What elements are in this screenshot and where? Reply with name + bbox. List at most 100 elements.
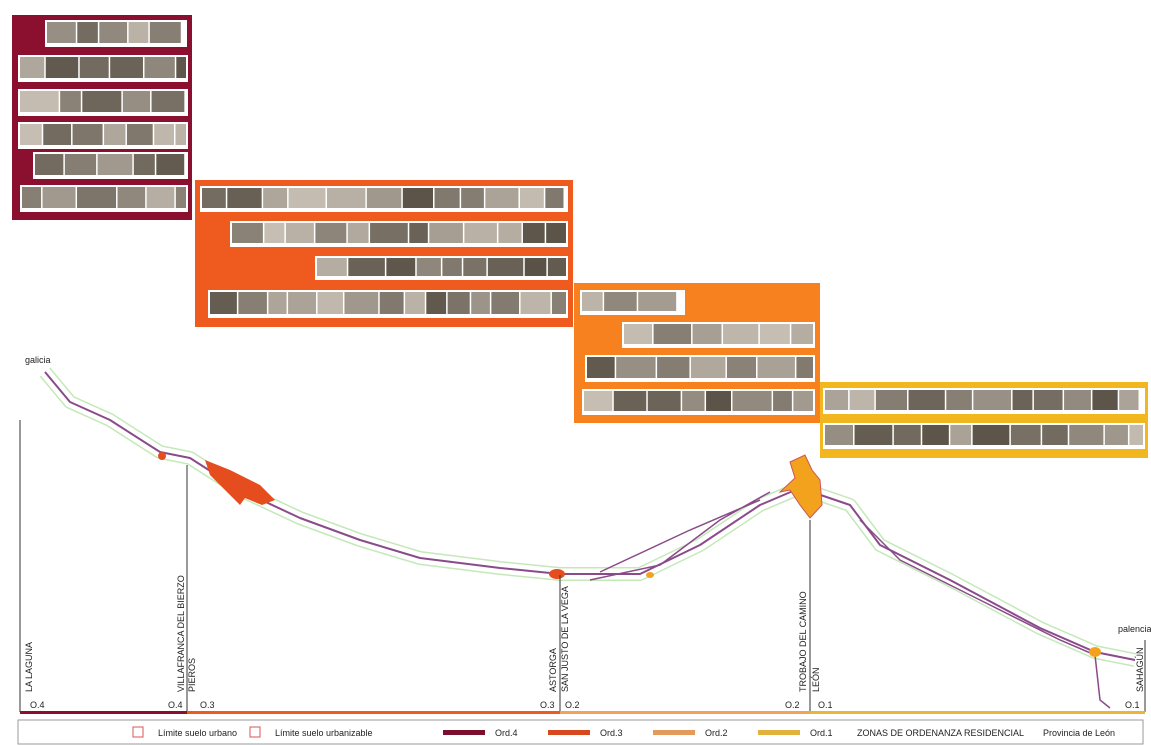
photo [471, 292, 490, 314]
photo [525, 258, 547, 276]
photo [435, 188, 460, 208]
photo [47, 22, 76, 43]
photo [587, 357, 615, 378]
photo [491, 292, 519, 314]
photo [1069, 425, 1103, 445]
photo [682, 391, 704, 411]
zone-label: O.2 [565, 700, 580, 710]
photo [520, 188, 544, 208]
photo [1119, 390, 1138, 410]
photo [20, 57, 44, 78]
zone-band [20, 711, 187, 714]
photo [154, 124, 174, 145]
photo [110, 57, 143, 78]
photo [46, 57, 78, 78]
photo [429, 223, 463, 243]
photo [624, 324, 652, 344]
photo [118, 187, 146, 208]
photo [73, 124, 103, 145]
photo [386, 258, 415, 276]
town-label: LEÓN [811, 667, 821, 692]
photo [793, 391, 813, 411]
photo [825, 390, 848, 410]
photo [498, 223, 521, 243]
legend-label: Límite suelo urbanizable [275, 728, 373, 738]
photo [80, 57, 109, 78]
photo [950, 425, 971, 445]
photo [176, 57, 186, 78]
photo [175, 124, 186, 145]
photo [548, 258, 566, 276]
photo [855, 425, 893, 445]
photo [232, 223, 263, 243]
photo [464, 223, 497, 243]
photo [760, 324, 790, 344]
photo [638, 292, 676, 311]
photo [1129, 425, 1143, 445]
legend-label: Ord.4 [495, 728, 518, 738]
legend-province: Provincia de León [1043, 728, 1115, 738]
photo [82, 91, 121, 112]
photo [104, 124, 125, 145]
photo [43, 124, 71, 145]
photo [894, 425, 921, 445]
photo [973, 390, 1011, 410]
legend-label: Ord.3 [600, 728, 623, 738]
legend-swatch [653, 730, 695, 735]
photo [727, 357, 756, 378]
photo [614, 391, 646, 411]
photo [732, 391, 771, 411]
photo [584, 391, 612, 411]
photo [20, 124, 42, 145]
photo [654, 324, 691, 344]
photo [144, 57, 174, 78]
photo [1011, 425, 1041, 445]
photo [946, 390, 972, 410]
legend-title: ZONAS DE ORDENANZA RESIDENCIAL [857, 728, 1024, 738]
town-label: SAN JUSTO DE LA VEGA [560, 586, 570, 692]
photo [77, 187, 116, 208]
photo [1105, 425, 1128, 445]
photo [657, 357, 689, 378]
photo [123, 91, 150, 112]
legend-swatch [548, 730, 590, 735]
photo [348, 258, 385, 276]
town-label: LA LAGUNA [24, 642, 34, 692]
photo [582, 292, 603, 311]
zone-band [187, 711, 560, 714]
settlement [158, 452, 166, 460]
photo [367, 188, 401, 208]
photo [286, 223, 314, 243]
photo [264, 223, 284, 243]
photo [552, 292, 566, 314]
photo [648, 391, 681, 411]
zone-label: O.3 [200, 700, 215, 710]
legend-label: Límite suelo urbano [158, 728, 237, 738]
town-label: SAHAGÚN [1135, 647, 1145, 692]
photo [791, 324, 813, 344]
photo [850, 390, 875, 410]
legend-label: Ord.1 [810, 728, 833, 738]
photo [757, 357, 794, 378]
photo [176, 187, 186, 208]
photo [1034, 390, 1063, 410]
photo [545, 188, 563, 208]
photo [134, 154, 155, 175]
zone-label: O.1 [1125, 700, 1140, 710]
zone-label: O.1 [818, 700, 833, 710]
photo [202, 188, 226, 208]
photo [370, 223, 408, 243]
zone-label: O.2 [785, 700, 800, 710]
photo [546, 223, 566, 243]
photo [238, 292, 267, 314]
zone-label: O.4 [168, 700, 183, 710]
photo [723, 324, 758, 344]
photo [263, 188, 287, 208]
photo [288, 292, 316, 314]
photo [409, 223, 428, 243]
town-label: VILLAFRANCA DEL BIERZO [176, 575, 186, 692]
photo [99, 22, 127, 43]
photo [417, 258, 441, 276]
zone-label: O.3 [540, 700, 555, 710]
photo [156, 154, 184, 175]
